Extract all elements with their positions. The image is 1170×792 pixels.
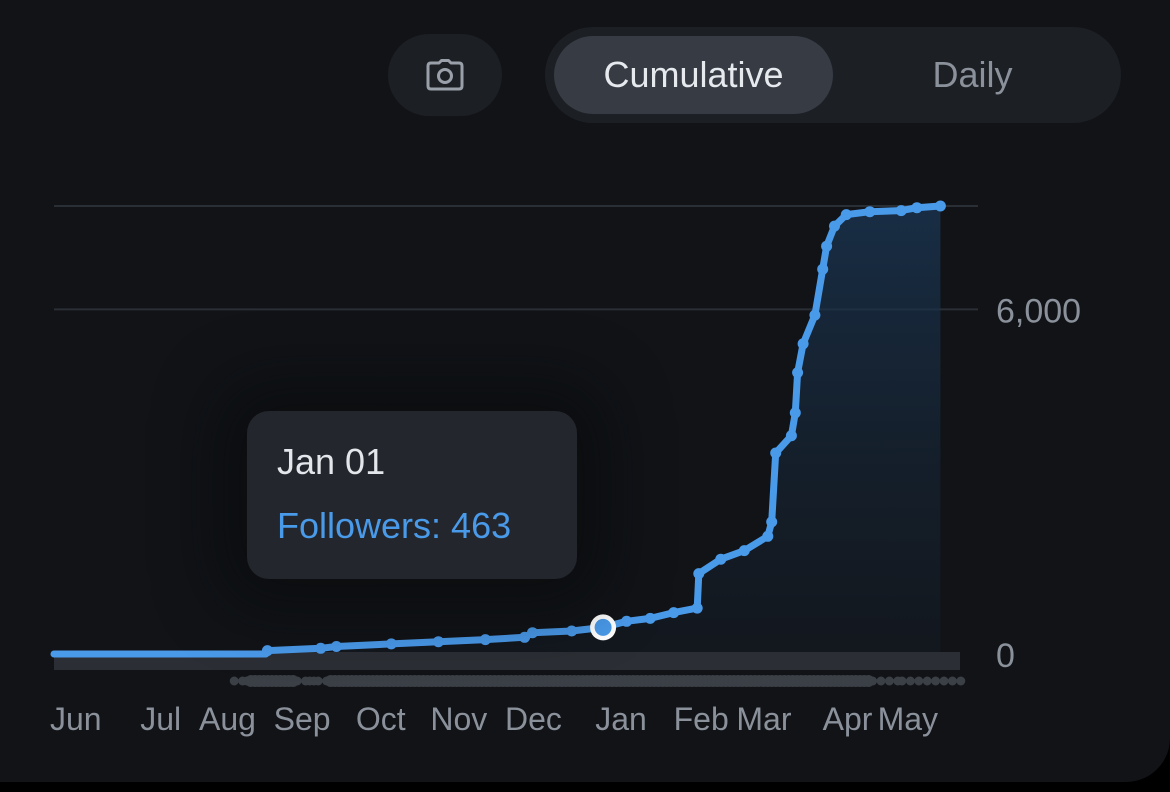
activity-marker bbox=[868, 676, 878, 686]
activity-marker bbox=[931, 676, 941, 686]
camera-icon bbox=[426, 59, 464, 91]
x-tick-label: Aug bbox=[199, 701, 256, 737]
x-tick-label: Dec bbox=[505, 701, 562, 737]
activity-marker bbox=[292, 676, 302, 686]
series-point bbox=[809, 309, 821, 321]
x-tick-label: Oct bbox=[356, 701, 406, 737]
x-tick-label: Mar bbox=[736, 701, 791, 737]
series-area bbox=[54, 206, 941, 654]
x-tick-label: Jan bbox=[595, 701, 647, 737]
series-point bbox=[691, 602, 703, 614]
series-point bbox=[621, 615, 633, 627]
series-point bbox=[762, 530, 774, 542]
tab-daily[interactable]: Daily bbox=[932, 54, 1013, 95]
x-tick-label: Nov bbox=[430, 701, 487, 737]
activity-marker bbox=[313, 676, 323, 686]
x-tick-label: Jul bbox=[140, 701, 181, 737]
activity-marker bbox=[914, 676, 924, 686]
activity-marker bbox=[897, 676, 907, 686]
camera-button[interactable] bbox=[388, 34, 502, 116]
activity-marker bbox=[229, 676, 239, 686]
x-tick-label: Sep bbox=[274, 701, 331, 737]
x-tick-label: Apr bbox=[823, 701, 873, 737]
activity-marker bbox=[947, 676, 957, 686]
series-point bbox=[738, 545, 750, 557]
series-point bbox=[797, 338, 809, 350]
series-point bbox=[789, 407, 801, 419]
series-point bbox=[693, 568, 705, 580]
x-tick-label: Jun bbox=[50, 701, 102, 737]
x-tick-label: May bbox=[878, 701, 938, 737]
tab-cumulative[interactable]: Cumulative bbox=[554, 36, 833, 114]
series-point bbox=[817, 263, 829, 275]
activity-marker bbox=[956, 676, 966, 686]
series-point bbox=[330, 641, 342, 652]
series-point bbox=[315, 642, 327, 654]
series-point bbox=[644, 612, 656, 624]
y-tick-label: 0 bbox=[996, 637, 1015, 675]
series-point bbox=[840, 209, 852, 221]
series-point bbox=[829, 220, 840, 232]
tooltip: Jan 01 Followers: 463 bbox=[247, 411, 577, 579]
baseline-markers bbox=[229, 675, 966, 687]
tooltip-value: Followers: 463 bbox=[277, 505, 512, 546]
activity-marker bbox=[876, 676, 886, 686]
series-point bbox=[864, 206, 876, 218]
series-point bbox=[911, 202, 923, 214]
y-tick-label: 6,000 bbox=[996, 292, 1081, 330]
series-point bbox=[792, 367, 804, 379]
activity-marker bbox=[905, 676, 915, 686]
series-point bbox=[770, 447, 782, 459]
series-point bbox=[785, 430, 797, 442]
activity-marker bbox=[939, 676, 949, 686]
series-point bbox=[527, 627, 538, 639]
activity-marker bbox=[922, 676, 932, 686]
series-point bbox=[766, 516, 778, 528]
series-point bbox=[934, 200, 946, 212]
series-point bbox=[432, 636, 444, 648]
series-point bbox=[715, 553, 727, 565]
series-point bbox=[668, 607, 680, 619]
highlight-point bbox=[594, 618, 612, 636]
series-point bbox=[261, 645, 273, 657]
series-point bbox=[895, 205, 907, 217]
series-point bbox=[566, 625, 578, 637]
x-tick-label: Feb bbox=[674, 701, 729, 737]
view-toggle: Cumulative Daily bbox=[545, 27, 1121, 123]
series-point bbox=[821, 240, 833, 252]
tooltip-date: Jan 01 bbox=[277, 441, 386, 482]
series-point bbox=[479, 634, 491, 646]
baseline-band bbox=[54, 652, 960, 670]
series-point bbox=[385, 638, 397, 650]
activity-marker bbox=[884, 676, 894, 686]
